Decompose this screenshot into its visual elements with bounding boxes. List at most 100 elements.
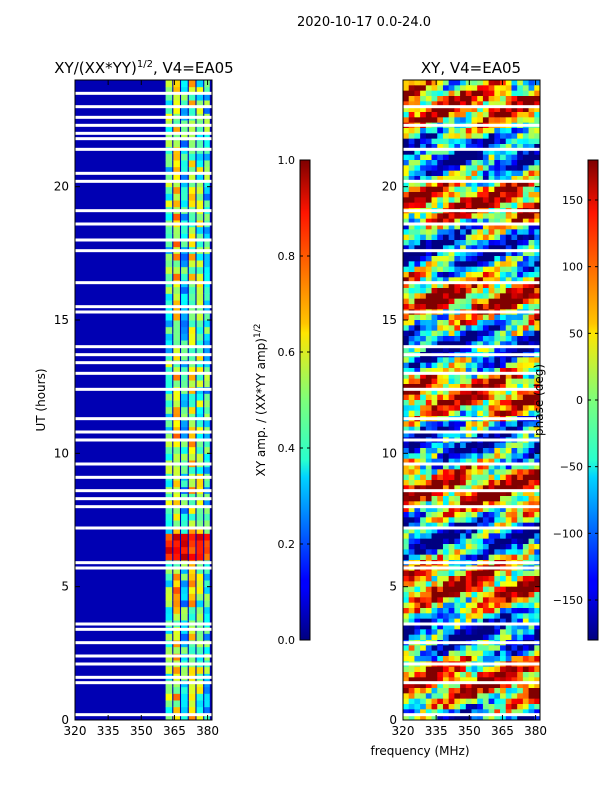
amp-band-cell bbox=[196, 200, 204, 208]
phase-cell bbox=[442, 512, 450, 518]
phase-cell bbox=[511, 570, 518, 577]
phase-cell bbox=[500, 229, 507, 236]
amp-band-cell bbox=[188, 466, 196, 474]
phase-cell bbox=[460, 528, 467, 534]
phase-x-tick-label: 350 bbox=[458, 724, 481, 738]
phase-cell bbox=[408, 485, 415, 492]
phase-cell bbox=[420, 101, 427, 108]
amp-band-cell bbox=[181, 580, 188, 588]
phase-cell bbox=[437, 405, 444, 412]
phase-cell bbox=[511, 373, 518, 380]
phase-cell bbox=[460, 378, 467, 385]
amp-band-cell bbox=[165, 86, 173, 94]
phase-cell bbox=[403, 602, 410, 609]
phase-cell bbox=[505, 346, 512, 353]
phase-cell bbox=[442, 602, 450, 609]
phase-cell bbox=[403, 405, 410, 412]
phase-cell bbox=[528, 453, 535, 460]
phase-cell bbox=[442, 314, 450, 321]
phase-cell bbox=[517, 330, 524, 337]
amp-band-cell bbox=[204, 480, 210, 488]
phase-cell bbox=[500, 597, 507, 604]
phase-cell bbox=[500, 112, 507, 118]
phase-cell bbox=[414, 181, 421, 188]
phase-cell bbox=[528, 474, 535, 481]
amp-band-cell bbox=[181, 500, 188, 508]
phase-cell bbox=[408, 549, 415, 556]
phase-cell bbox=[494, 378, 501, 385]
phase-cell bbox=[425, 394, 432, 401]
phase-cell bbox=[471, 693, 478, 700]
phase-flagged-gap bbox=[403, 249, 540, 253]
phase-cell bbox=[437, 384, 444, 390]
phase-cell bbox=[425, 378, 432, 385]
phase-cell bbox=[494, 133, 501, 140]
phase-cell bbox=[460, 570, 467, 577]
phase-cell bbox=[511, 144, 518, 150]
phase-cell bbox=[460, 512, 467, 518]
phase-cell bbox=[403, 501, 410, 508]
phase-cell bbox=[528, 320, 535, 326]
phase-cell bbox=[465, 112, 472, 118]
phase-cell bbox=[488, 357, 495, 364]
phase-cell bbox=[528, 186, 535, 193]
amp-band-cell bbox=[165, 500, 173, 508]
phase-cell bbox=[517, 538, 524, 545]
phase-cell bbox=[425, 576, 432, 582]
phase-cell bbox=[454, 650, 461, 657]
phase-cell bbox=[482, 586, 490, 593]
amp-band-cell bbox=[165, 340, 173, 348]
amp-band-cell bbox=[196, 666, 204, 674]
phase-cell bbox=[522, 634, 529, 641]
amp-band-cell bbox=[196, 400, 204, 408]
phase-cell bbox=[488, 645, 495, 652]
phase-cell bbox=[448, 218, 455, 225]
phase-cell bbox=[517, 656, 524, 662]
phase-cell bbox=[442, 496, 450, 502]
phase-cell bbox=[534, 426, 541, 433]
phase-cell bbox=[511, 650, 518, 657]
phase-cell bbox=[534, 330, 541, 337]
phase-cell bbox=[511, 218, 518, 225]
phase-cell bbox=[420, 288, 427, 294]
phase-cell bbox=[431, 320, 438, 326]
phase-cell bbox=[420, 613, 427, 620]
phase-cell bbox=[511, 170, 518, 177]
phase-cell bbox=[403, 629, 410, 636]
amp-band-cell bbox=[196, 346, 204, 354]
phase-cell bbox=[465, 229, 472, 236]
phase-cell bbox=[420, 314, 427, 321]
phase-cell bbox=[517, 517, 524, 524]
amp-band-cell bbox=[188, 353, 196, 361]
phase-cell bbox=[414, 650, 421, 657]
phase-cell bbox=[425, 80, 432, 86]
phase-cell bbox=[425, 341, 432, 348]
phase-cell bbox=[414, 629, 421, 636]
phase-cell bbox=[403, 181, 410, 188]
phase-cell bbox=[460, 650, 467, 657]
amp-flagged-gap bbox=[75, 505, 212, 509]
phase-cell bbox=[437, 544, 444, 550]
phase-cell bbox=[482, 704, 490, 710]
phase-cell bbox=[465, 544, 472, 550]
amp-band-cell bbox=[165, 313, 173, 321]
phase-cell bbox=[522, 288, 529, 294]
amp-band-cell bbox=[196, 306, 204, 314]
phase-cell bbox=[448, 538, 455, 545]
phase-cell bbox=[494, 421, 501, 428]
phase-cell bbox=[488, 293, 495, 300]
amp-band-cell bbox=[173, 453, 180, 461]
phase-cell bbox=[414, 133, 421, 140]
phase-cell bbox=[460, 698, 467, 705]
phase-cell bbox=[465, 581, 472, 588]
phase-cell bbox=[437, 554, 444, 561]
phase-cell bbox=[431, 400, 438, 406]
phase-cell bbox=[442, 608, 450, 614]
amp-x-tick-label: 380 bbox=[196, 724, 219, 738]
amp-band-cell bbox=[204, 713, 210, 721]
phase-cell bbox=[500, 170, 507, 177]
phase-cell bbox=[482, 341, 490, 348]
phase-cell bbox=[488, 90, 495, 97]
phase-cell bbox=[471, 656, 478, 662]
phase-cell bbox=[460, 581, 467, 588]
